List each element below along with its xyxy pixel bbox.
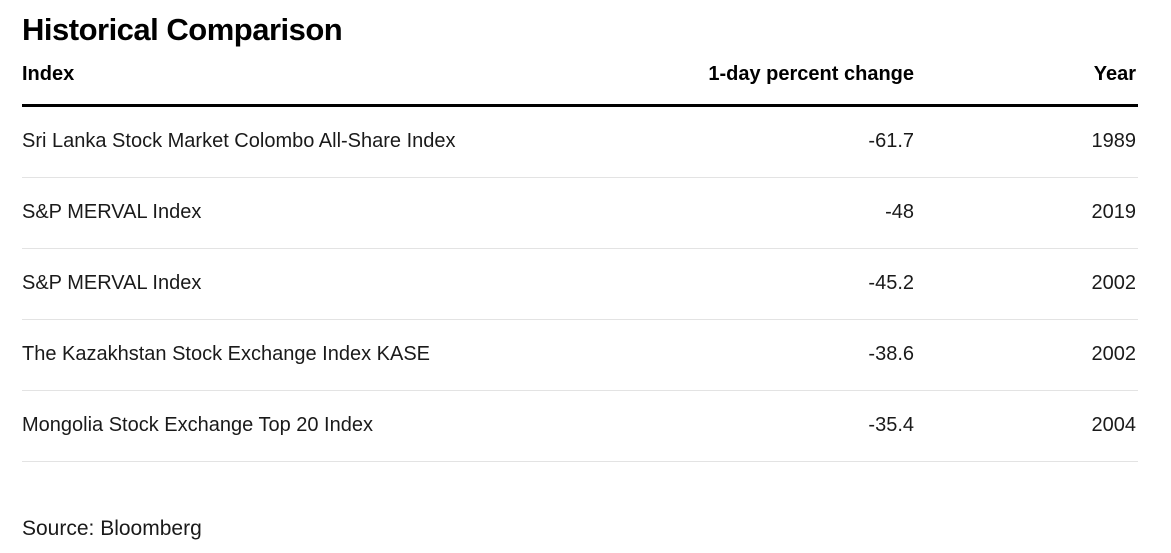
table-header: Index 1-day percent change Year [22,55,1138,107]
cell-year: 2004 [914,390,1138,462]
cell-index-name: The Kazakhstan Stock Exchange Index KASE [22,319,622,391]
cell-index-name: Mongolia Stock Exchange Top 20 Index [22,390,622,462]
table-row: S&P MERVAL Index -45.2 2002 [22,248,1138,320]
cell-year: 2002 [914,248,1138,320]
chart-title: Historical Comparison [22,12,343,47]
table-row: S&P MERVAL Index -48 2019 [22,177,1138,249]
table-row: The Kazakhstan Stock Exchange Index KASE… [22,319,1138,391]
table-row: Mongolia Stock Exchange Top 20 Index -35… [22,390,1138,462]
table-row: Sri Lanka Stock Market Colombo All-Share… [22,105,1138,178]
cell-percent-change: -61.7 [622,105,914,178]
cell-percent-change: -38.6 [622,319,914,391]
cell-year: 2002 [914,319,1138,391]
comparison-table: Index 1-day percent change Year Sri Lank… [22,55,1138,462]
source-note: Source: Bloomberg [22,517,202,540]
cell-year: 1989 [914,105,1138,178]
cell-index-name: S&P MERVAL Index [22,248,622,320]
cell-percent-change: -48 [622,177,914,249]
column-header-year: Year [914,55,1138,107]
cell-index-name: Sri Lanka Stock Market Colombo All-Share… [22,105,622,178]
cell-percent-change: -45.2 [622,248,914,320]
table-body: Sri Lanka Stock Market Colombo All-Share… [22,105,1138,462]
column-header-percent-change: 1-day percent change [622,55,914,107]
header-row: Index 1-day percent change Year [22,55,1138,107]
column-header-index: Index [22,55,622,107]
cell-year: 2019 [914,177,1138,249]
cell-index-name: S&P MERVAL Index [22,177,622,249]
cell-percent-change: -35.4 [622,390,914,462]
